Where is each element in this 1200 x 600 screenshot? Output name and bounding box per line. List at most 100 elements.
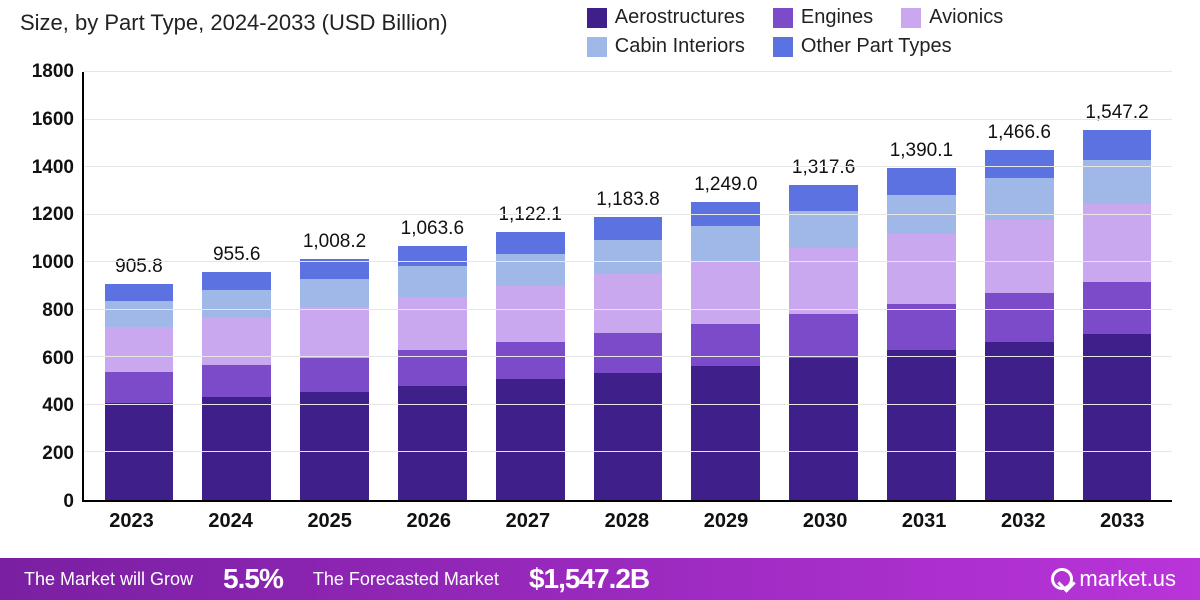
- bar-segment: [789, 211, 858, 249]
- bar-total-label: 905.8: [115, 256, 163, 278]
- forecast-label: The Forecasted Market: [313, 569, 499, 590]
- y-axis: 020040060080010001200140016001800: [20, 72, 82, 502]
- y-tick: 400: [42, 395, 74, 417]
- grid-line: [84, 451, 1172, 452]
- magnify-icon: [1051, 568, 1073, 590]
- grid-line: [84, 404, 1172, 405]
- bar-segment: [887, 168, 956, 195]
- bar-segment: [202, 397, 271, 500]
- bar-segment: [789, 358, 858, 500]
- y-tick: 600: [42, 348, 74, 370]
- bar-column: 1,008.2: [290, 259, 378, 500]
- bar-total-label: 1,249.0: [694, 174, 757, 196]
- x-tick: 2025: [285, 510, 374, 533]
- legend-label: Other Part Types: [801, 35, 952, 58]
- x-tick: 2023: [87, 510, 176, 533]
- bar-segment: [887, 234, 956, 304]
- bar-segment: [398, 266, 467, 296]
- y-tick: 1200: [32, 204, 74, 226]
- bar-segment: [594, 373, 663, 500]
- bar-total-label: 1,008.2: [303, 231, 366, 253]
- bar-total-label: 1,183.8: [596, 189, 659, 211]
- legend-label: Engines: [801, 6, 873, 29]
- header-row: Size, by Part Type, 2024-2033 (USD Billi…: [0, 0, 1200, 58]
- bar-segment: [789, 185, 858, 210]
- bar-segment: [496, 286, 565, 342]
- bar-stack: [105, 284, 174, 500]
- bar-column: 905.8: [95, 284, 183, 500]
- bar-stack: [300, 259, 369, 500]
- bar-segment: [496, 254, 565, 286]
- legend-item: Cabin Interiors: [587, 35, 745, 58]
- bar-total-label: 1,466.6: [988, 122, 1051, 144]
- chart-subtitle: Size, by Part Type, 2024-2033 (USD Billi…: [20, 6, 577, 36]
- bar-segment: [300, 307, 369, 358]
- bar-total-label: 1,547.2: [1085, 102, 1148, 124]
- bar-total-label: 1,063.6: [401, 218, 464, 240]
- bar-total-label: 1,122.1: [498, 204, 561, 226]
- legend-swatch: [587, 37, 607, 57]
- bar-column: 1,122.1: [486, 232, 574, 500]
- bar-column: 1,547.2: [1073, 130, 1161, 500]
- x-tick: 2029: [681, 510, 770, 533]
- bar-stack: [496, 232, 565, 500]
- legend-item: Other Part Types: [773, 35, 952, 58]
- bar-segment: [789, 248, 858, 314]
- bar-segment: [105, 372, 174, 402]
- plot-area: 905.8955.61,008.21,063.61,122.11,183.81,…: [82, 72, 1172, 502]
- bar-segment: [202, 272, 271, 290]
- bar-stack: [789, 185, 858, 500]
- x-tick: 2032: [979, 510, 1068, 533]
- legend-item: Aerostructures: [587, 6, 745, 29]
- grid-line: [84, 214, 1172, 215]
- bar-segment: [985, 293, 1054, 342]
- footer-banner: The Market will Grow 5.5% The Forecasted…: [0, 558, 1200, 600]
- legend-label: Aerostructures: [615, 6, 745, 29]
- bar-segment: [398, 386, 467, 500]
- bar-segment: [202, 365, 271, 397]
- x-tick: 2026: [384, 510, 473, 533]
- brand: market.us: [1051, 566, 1176, 592]
- legend-item: Avionics: [901, 6, 1003, 29]
- bar-segment: [985, 220, 1054, 294]
- grid-line: [84, 71, 1172, 72]
- grid-line: [84, 356, 1172, 357]
- legend-swatch: [773, 8, 793, 28]
- legend-swatch: [773, 37, 793, 57]
- bar-column: 1,466.6: [975, 150, 1063, 500]
- bar-segment: [300, 358, 369, 392]
- bar-segment: [496, 342, 565, 380]
- bar-segment: [594, 333, 663, 373]
- bar-segment: [496, 379, 565, 500]
- y-tick: 1000: [32, 252, 74, 274]
- chart-area: 020040060080010001200140016001800 905.89…: [20, 72, 1172, 502]
- legend-label: Avionics: [929, 6, 1003, 29]
- bar-total-label: 1,390.1: [890, 140, 953, 162]
- bar-stack: [398, 246, 467, 500]
- bar-segment: [691, 366, 760, 500]
- bar-segment: [398, 246, 467, 266]
- legend-item: Engines: [773, 6, 873, 29]
- legend: Aerostructures Engines Avionics Cabin Inter…: [577, 6, 1180, 58]
- forecast-value: $1,547.2B: [529, 563, 649, 595]
- x-tick: 2028: [582, 510, 671, 533]
- y-tick: 1800: [32, 61, 74, 83]
- brand-text: market.us: [1079, 566, 1176, 592]
- grid-line: [84, 166, 1172, 167]
- x-tick: 2027: [483, 510, 572, 533]
- grow-label: The Market will Grow: [24, 569, 193, 590]
- bar-stack: [887, 168, 956, 500]
- legend-swatch: [587, 8, 607, 28]
- y-tick: 1600: [32, 109, 74, 131]
- bar-segment: [1083, 130, 1152, 160]
- bar-column: 1,183.8: [584, 217, 672, 500]
- bar-column: 1,249.0: [682, 202, 770, 500]
- legend-label: Cabin Interiors: [615, 35, 745, 58]
- bar-segment: [1083, 204, 1152, 282]
- bar-segment: [887, 350, 956, 500]
- bar-segment: [202, 290, 271, 317]
- bar-segment: [398, 297, 467, 350]
- legend-swatch: [901, 8, 921, 28]
- bar-segment: [1083, 334, 1152, 500]
- bar-stack: [985, 150, 1054, 500]
